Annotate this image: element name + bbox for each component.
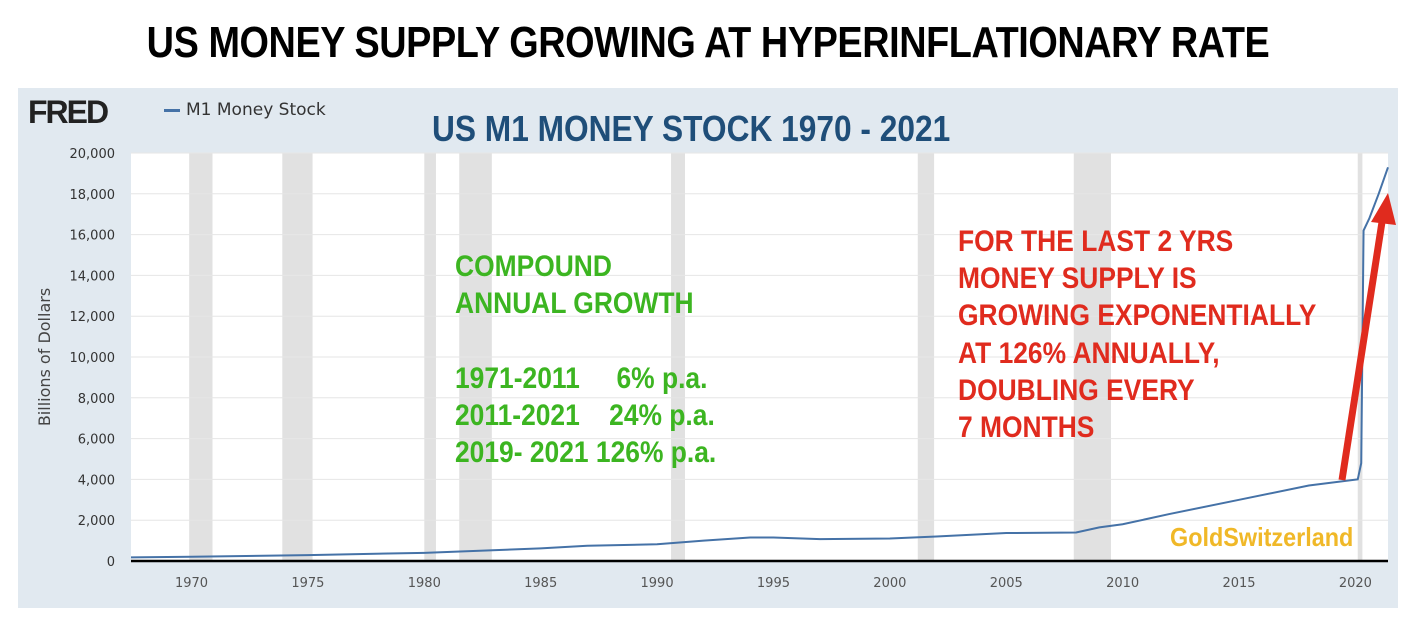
annotation-line: 1971-2011 6% p.a. [455, 361, 708, 395]
y-tick-label: 16,000 [70, 229, 116, 244]
y-tick-label: 14,000 [70, 269, 116, 284]
annotation-line: DOUBLING EVERY [958, 373, 1195, 407]
y-tick-label: 12,000 [70, 310, 116, 325]
x-tick-label: 1985 [524, 576, 557, 591]
series-line [130, 166, 1389, 559]
x-tick-label: 1990 [641, 576, 674, 591]
x-tick-label: 1975 [291, 576, 324, 591]
y-tick-label: 10,000 [70, 351, 116, 366]
arrow-head [1371, 193, 1396, 225]
annotation-line: 2011-2021 24% p.a. [455, 398, 715, 432]
y-tick-label: 8,000 [78, 392, 115, 407]
legend: M1 Money Stock [164, 100, 326, 120]
legend-swatch [164, 108, 180, 112]
y-tick-label: 20,000 [70, 147, 116, 162]
x-tick-label: 2010 [1106, 576, 1139, 591]
annotation-line: 7 MONTHS [958, 410, 1095, 444]
annotation-line: FOR THE LAST 2 YRS [958, 225, 1234, 258]
arrow-shaft [1338, 221, 1386, 481]
exponential-annotation: FOR THE LAST 2 YRS MONEY SUPPLY IS GROWI… [958, 223, 1316, 446]
x-tick-label: 2005 [990, 576, 1023, 591]
y-tick-label: 4,000 [78, 473, 115, 488]
annotation-line: AT 126% ANNUALLY, [958, 336, 1220, 370]
chart-title: US M1 MONEY STOCK 1970 - 2021 [432, 108, 951, 149]
annotation-line: MONEY SUPPLY IS [958, 262, 1197, 296]
x-tick-label: 1970 [175, 576, 208, 591]
fred-logo: FRED [28, 94, 109, 130]
y-tick-label: 2,000 [78, 514, 115, 529]
annotation-line: GROWING EXPONENTIALLY [958, 299, 1317, 333]
watermark: GoldSwitzerland [1170, 522, 1354, 552]
annotation-line: ANNUAL GROWTH [455, 287, 694, 321]
x-tick-label: 1995 [757, 576, 790, 591]
y-tick-label: 18,000 [70, 188, 116, 203]
x-tick-label: 2020 [1339, 576, 1372, 591]
growth-annotation: COMPOUND ANNUAL GROWTH 1971-2011 6% p.a.… [455, 248, 716, 471]
annotation-line: 2019- 2021 126% p.a. [455, 435, 717, 469]
y-tick-label: 6,000 [78, 433, 115, 448]
annotation-line [455, 322, 716, 359]
x-tick-label: 2000 [873, 576, 906, 591]
x-tick-label: 2015 [1222, 576, 1255, 591]
annotation-line: COMPOUND [455, 250, 612, 283]
y-tick-label: 0 [107, 555, 115, 570]
headline: US MONEY SUPPLY GROWING AT HYPERINFLATIO… [146, 18, 1270, 67]
y-axis-label: Billions of Dollars [35, 288, 54, 426]
x-tick-label: 1980 [408, 576, 441, 591]
legend-label: M1 Money Stock [186, 100, 326, 120]
